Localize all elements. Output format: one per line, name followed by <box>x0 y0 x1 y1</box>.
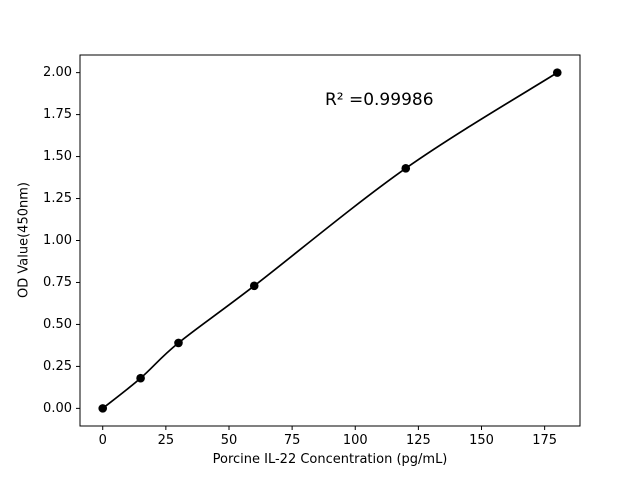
y-axis-tick-label: 1.00 <box>43 233 72 248</box>
y-axis-tick-label: 1.75 <box>43 107 72 122</box>
y-axis-tick-label: 0.50 <box>43 317 72 332</box>
y-axis-tick-label: 0.25 <box>43 359 72 374</box>
x-axis-title: Porcine IL-22 Concentration (pg/mL) <box>212 452 448 467</box>
data-point-marker <box>174 338 183 348</box>
data-point-marker <box>401 164 411 173</box>
y-axis-tick-label: 0.75 <box>43 275 72 290</box>
y-axis-tick-label: 0.00 <box>43 401 72 416</box>
data-point-marker <box>249 281 259 291</box>
y-axis-tick-label: 1.25 <box>43 191 72 206</box>
standard-curve-line <box>101 71 559 410</box>
x-axis-tick-label: 175 <box>532 433 557 448</box>
r-squared-annotation: R² =0.99986 <box>324 89 434 110</box>
data-point-marker <box>136 373 145 383</box>
x-axis-tick-label: 0 <box>99 433 107 448</box>
data-point-marker <box>552 68 562 77</box>
plot-border <box>79 54 581 427</box>
x-axis-tick-label: 100 <box>343 433 368 448</box>
x-axis-tick-label: 75 <box>284 433 301 448</box>
y-axis-tick-label: 1.50 <box>43 149 72 164</box>
x-axis-tick-label: 150 <box>469 433 494 448</box>
y-axis-tick-label: 2.00 <box>43 65 72 80</box>
y-axis-title: OD Value(450nm) <box>16 182 32 298</box>
x-axis-tick-label: 125 <box>406 433 431 448</box>
x-axis-tick-label: 50 <box>221 433 238 448</box>
x-axis-tick-label: 25 <box>158 433 175 448</box>
data-point-marker <box>98 404 108 413</box>
